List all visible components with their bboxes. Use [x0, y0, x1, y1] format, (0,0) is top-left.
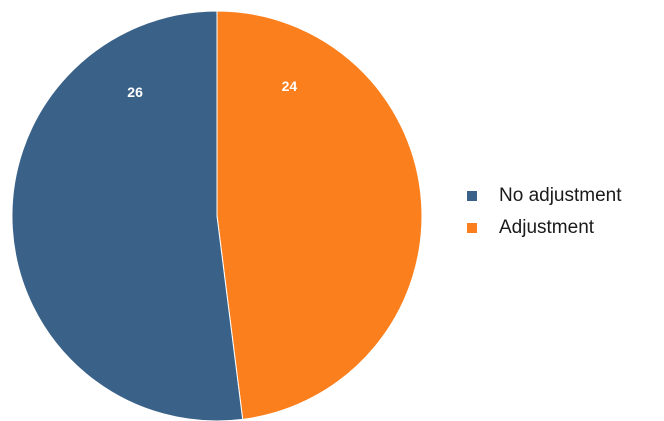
- data-label-adjustment: 24: [282, 78, 298, 94]
- data-label-no-adjustment: 26: [127, 84, 143, 100]
- legend-label-adjustment: Adjustment: [499, 217, 595, 238]
- legend-item-adjustment: Adjustment: [467, 212, 622, 244]
- legend-swatch-adjustment: [467, 223, 477, 233]
- legend-label-no-adjustment: No adjustment: [499, 185, 622, 206]
- legend-swatch-no-adjustment: [467, 191, 477, 201]
- legend: No adjustment Adjustment: [467, 180, 622, 244]
- pie-slice-no-adjustment: [11, 10, 244, 421]
- pie-slice-adjustment: [216, 10, 423, 420]
- legend-item-no-adjustment: No adjustment: [467, 180, 622, 212]
